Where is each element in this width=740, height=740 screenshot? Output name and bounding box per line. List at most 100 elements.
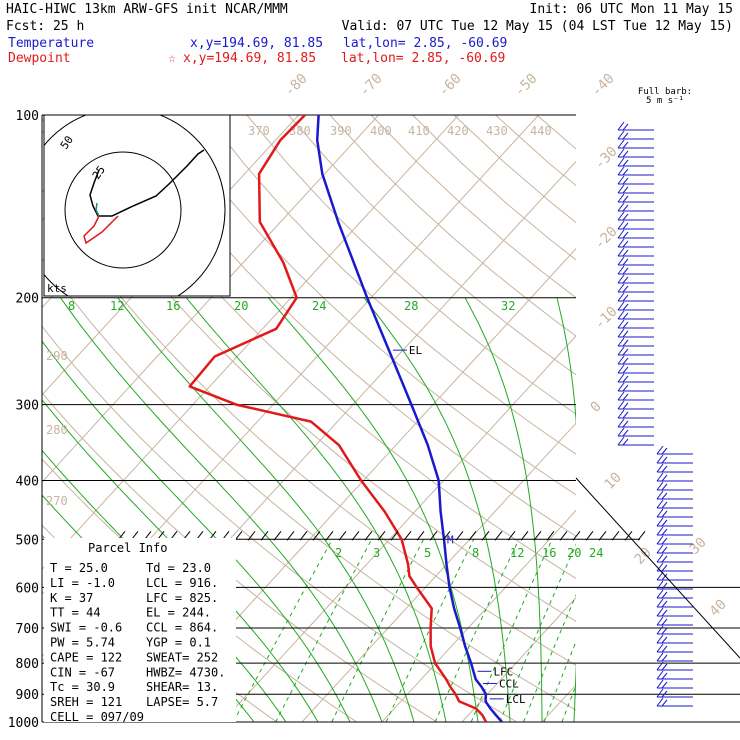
wind-barb-flag — [622, 393, 629, 401]
wind-barb-flag — [661, 519, 668, 527]
wind-barb-flag — [622, 339, 629, 347]
pressure-label-200: 200 — [16, 292, 39, 307]
wind-barb-flag — [656, 625, 664, 635]
wind-barb-flag — [656, 598, 664, 608]
hatch-mark — [260, 530, 269, 541]
wind-barb-flag — [617, 301, 625, 311]
wind-barb-flag — [617, 310, 625, 320]
theta-label: 270 — [46, 494, 68, 508]
mixing-ratio-label: 20 — [234, 299, 248, 313]
mixing-ratio-line — [470, 539, 553, 722]
parcel-info-left: SWI = -0.6 — [50, 621, 122, 635]
wind-barb-flag — [617, 400, 625, 410]
wind-barb-flag — [661, 510, 668, 518]
hatch-mark — [299, 530, 308, 541]
wind-barb-flag — [622, 348, 629, 356]
wind-barb-flag — [656, 499, 664, 509]
isotherm-label: -10 — [592, 304, 621, 333]
wind-barb-flag — [617, 229, 625, 239]
wind-barb-flag — [661, 681, 668, 689]
wind-barb-flag — [656, 571, 664, 581]
hodograph-trace-lower — [83, 215, 119, 245]
wind-barb-flag — [661, 663, 668, 671]
mixing-ratio-line — [499, 543, 576, 722]
hatch-mark — [338, 530, 347, 541]
wind-barb-flag — [661, 618, 668, 626]
pressure-label-800: 800 — [16, 657, 39, 672]
mixing-ratio-label: 3 — [373, 546, 380, 560]
mixing-ratio-label: 12 — [510, 546, 524, 560]
dry-adiabat-line — [80, 115, 576, 579]
parcel-info-right: LFC = 825. — [146, 591, 218, 605]
wind-barb-flag — [656, 616, 664, 626]
hatch-mark — [520, 530, 529, 541]
wind-barb-flag — [617, 130, 625, 140]
wind-barb-flag — [622, 132, 629, 140]
wind-barb-flag — [622, 384, 629, 392]
wind-barb-flag — [656, 526, 664, 536]
wind-barb-flag — [617, 265, 625, 275]
hatch-mark — [273, 530, 282, 541]
wind-barb-flag — [661, 456, 668, 464]
mixing-ratio-line — [543, 640, 576, 722]
dry-adiabat-line — [42, 188, 576, 666]
wind-barb-flag — [656, 445, 664, 455]
header-valid: Valid: 07 UTC Tue 12 May 15 (04 LST Tue … — [342, 19, 733, 34]
isotherm-line — [702, 115, 740, 722]
mixing-ratio-line — [275, 539, 373, 722]
parcel-info-box — [44, 538, 236, 722]
wind-barb-flag — [656, 454, 664, 464]
wind-barb-flag — [661, 465, 668, 473]
header-init: Init: 06 UTC Mon 11 May 15 — [530, 2, 734, 17]
wind-barb-flag — [661, 627, 668, 635]
mixing-ratio-line — [331, 539, 425, 722]
hatch-mark — [611, 530, 620, 541]
hatch-mark — [507, 530, 516, 541]
hatch-mark — [416, 530, 425, 541]
wind-barb-flag — [656, 472, 664, 482]
mixing-ratio-label: 5 — [424, 546, 431, 560]
wind-barb-flag — [661, 582, 668, 590]
parcel-info-left: LI = -1.0 — [50, 576, 115, 590]
isotherm-label: 40 — [707, 597, 730, 620]
wind-barb-flag — [656, 481, 664, 491]
wind-barb-flag — [622, 204, 629, 212]
wind-barb-flag — [661, 492, 668, 500]
wind-barb-flag — [661, 483, 668, 491]
parcel-info-rows: T = 25.0 Td = 23.0 LI = -1.0 LCL = 916. K = … — [50, 561, 225, 724]
hatch-mark — [637, 530, 646, 541]
wind-barb-flag — [656, 517, 664, 527]
wind-barb-flag — [622, 366, 629, 374]
hodograph-ring-label-outer: 50 — [58, 133, 76, 151]
wind-barb-flag — [622, 420, 629, 428]
wind-barb-flag — [661, 555, 668, 563]
wind-barb-flag — [622, 231, 629, 239]
wind-barb-flag — [617, 202, 625, 212]
hodograph-ring-outer — [44, 115, 226, 296]
wind-barb-flag — [656, 589, 664, 599]
wind-barb-flag — [622, 312, 629, 320]
wind-barb-flag — [661, 609, 668, 617]
hatch-mark — [546, 530, 555, 541]
isotherm-label: -80 — [282, 71, 311, 100]
theta-label: 380 — [289, 124, 311, 138]
wind-barb-flag — [622, 159, 629, 167]
hatch-mark — [247, 530, 256, 541]
level-label-lcl: LCL — [506, 693, 526, 706]
isotherm-label: -70 — [357, 71, 386, 100]
wind-barb-flag — [661, 447, 668, 455]
theta-label: 420 — [447, 124, 469, 138]
pressure-label-400: 400 — [16, 475, 39, 490]
mixing-ratio-line — [523, 594, 576, 722]
parcel-info-left: K = 37 — [50, 591, 93, 605]
theta-label: 440 — [530, 124, 552, 138]
parcel-info-right: SHEAR= 13. — [146, 680, 218, 694]
wind-barb-flag — [661, 564, 668, 572]
wind-barb-flag — [622, 213, 629, 221]
dry-adiabat-line — [42, 117, 576, 622]
parcel-info-right: CCL = 864. — [146, 621, 218, 635]
moist-adiabat-line — [363, 297, 511, 722]
hatch-mark — [559, 530, 568, 541]
background-labels: -80 -70 -60 -50 -40 -30 -20 -10 0 10 20 30 40 370 380 3… — [46, 71, 730, 620]
